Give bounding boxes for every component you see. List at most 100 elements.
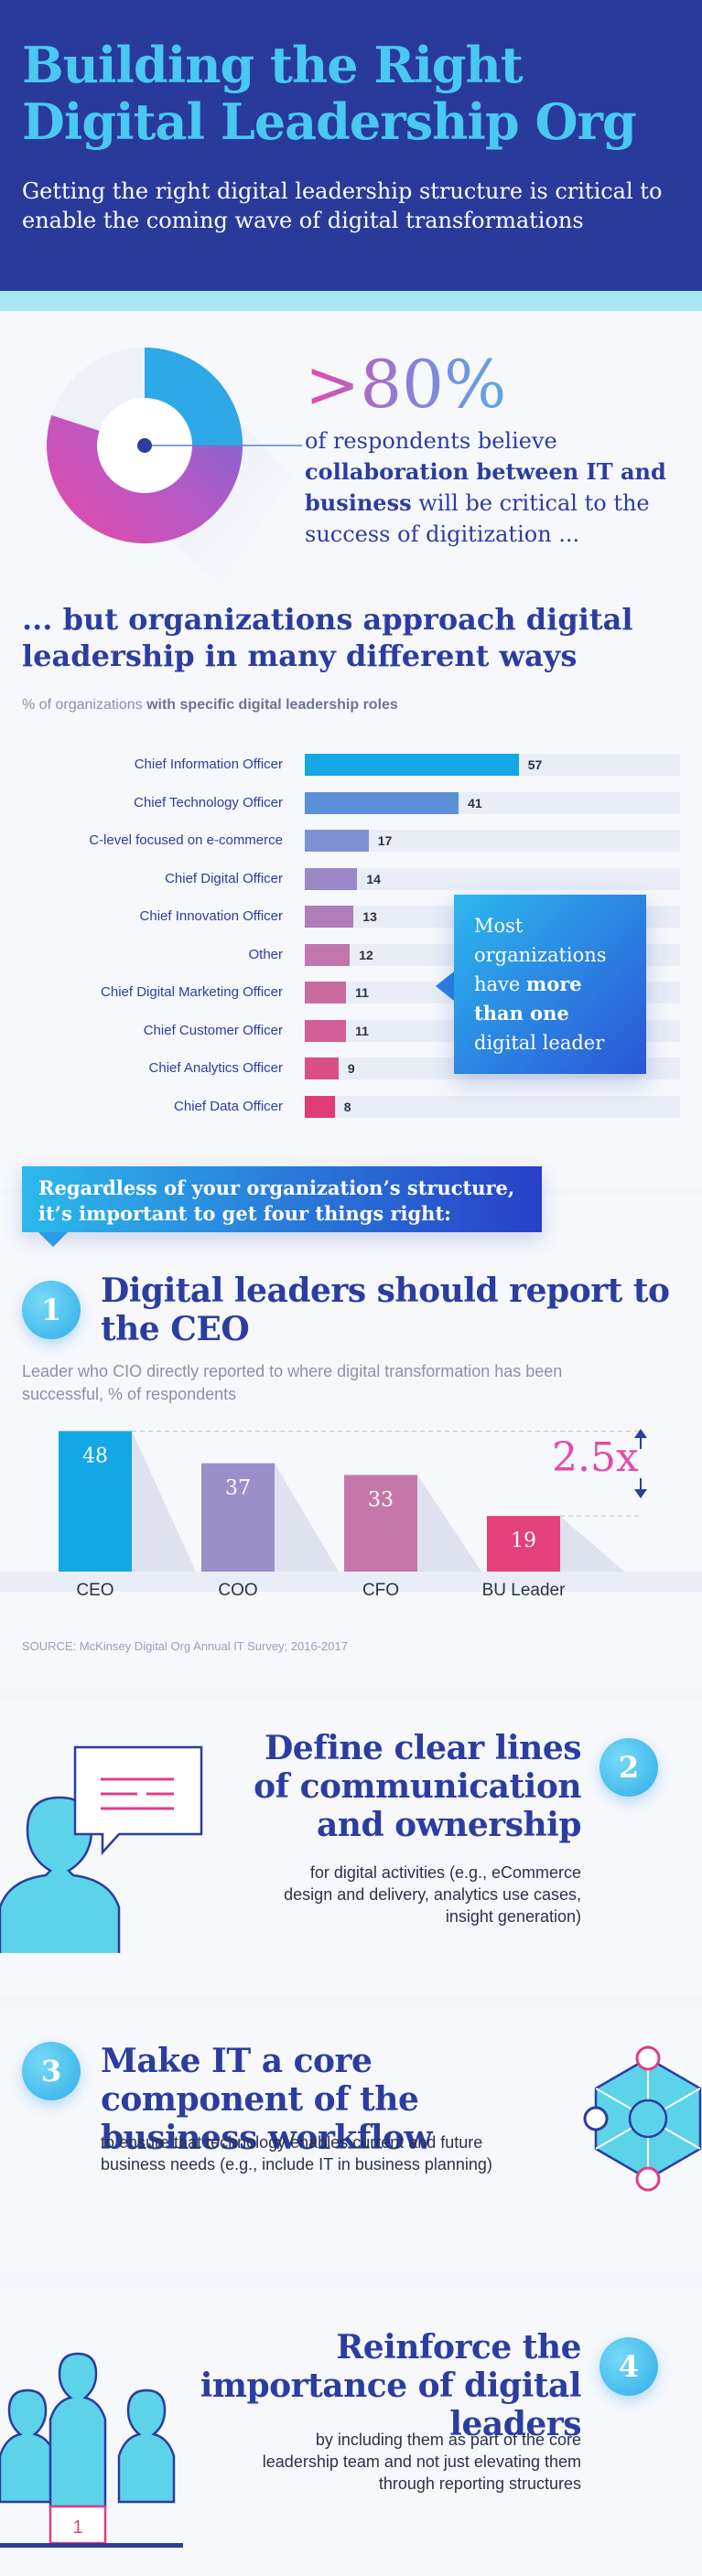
role-bar [305,1019,347,1042]
person-left-icon [0,2388,57,2504]
header [0,0,702,291]
column-bar [487,1516,560,1572]
step4-desc: by including them as part of the core le… [262,2431,581,2493]
column-category-label: CFO [362,1581,400,1600]
role-bar-row: Chief Technology Officer 41 [0,791,702,814]
step2-title: Define clear lines of communication and … [254,1729,581,1844]
step3-title: Make IT a core component of the business… [101,2042,433,2157]
role-bar-row: C-level focused on e-commerce 17 [0,830,702,852]
role-bar-row: Chief Digital Officer 14 [0,867,702,890]
role-bar-label: Chief Digital Officer [165,870,283,886]
person-center-icon [49,2352,107,2508]
column-category-label: CEO [76,1581,114,1600]
callout-box: Most organizations have more than one di… [454,895,646,1074]
banner: Regardless of your organization’s struct… [22,1166,542,1232]
column-category-label: BU Leader [481,1581,566,1600]
role-bar [305,830,369,852]
role-bar-row: Chief Data Officer 8 [0,1095,702,1118]
role-bar-label: Chief Customer Officer [143,1022,283,1038]
callout-text-post: digital leader [474,1032,605,1054]
donut-center-dot [137,438,152,453]
stat-text-pre: of respondents believe [305,428,557,454]
step2-number: 2 [599,1738,658,1797]
role-bar-label: Chief Technology Officer [134,794,283,810]
role-bar [305,867,358,890]
arrow-down-icon [634,1489,647,1498]
stat-text-post: will be critical to the success of digit… [305,490,650,547]
podium-people-icon: 1 [0,2352,183,2548]
person-outline [0,1796,121,1953]
role-bar-value: 11 [355,1023,369,1038]
role-bar-label: Chief Information Officer [134,757,283,772]
ratio-annotation: 2.5x [552,1434,639,1481]
callout-pointer [436,971,454,1001]
role-bar-value: 8 [343,1099,351,1114]
step3-number: 3 [22,2042,81,2100]
stat-text: of respondents believe collaboration bet… [305,425,671,550]
step4-number: 4 [599,2337,658,2396]
column-value: 48 [82,1444,108,1467]
role-bar-value: 41 [468,795,482,810]
role-bar-row: Chief Information Officer 57 [0,754,702,776]
person-speech-icon [0,1745,203,1953]
step2-desc: for digital activities (e.g., eCommerce … [284,1863,581,1926]
person-silhouette-icon [0,1798,119,1953]
step1-number: 1 [22,1281,81,1339]
hex-center-node [628,2098,668,2139]
stat-text-bold: collaboration between IT and business [305,458,666,516]
step1-desc-main: Leader who CIO directly reported to wher… [22,1362,563,1403]
step3-desc: to ensure that technology enables curren… [101,2133,492,2174]
step1-desc: Leader who CIO directly reported to wher… [22,1360,571,1406]
role-bar-value: 57 [527,757,543,772]
column-category-label: COO [218,1581,258,1600]
callout-text-bold: more than one [474,972,582,1025]
speech-bubble-icon [73,1745,203,1856]
roles-subtitle-bold: with specific digital leadership roles [146,697,398,713]
donut-chart [46,348,302,585]
podium-floor [0,2543,183,2548]
role-bar [305,1095,335,1118]
podium-label: 1 [72,2517,82,2538]
role-bar-label: Chief Innovation Officer [139,908,283,924]
page-title: Building the Right Digital Leadership Or… [22,37,681,150]
hex-bottom-node [635,2166,661,2192]
role-bar-label: Other [248,946,283,962]
role-bar-label: C-level focused on e-commerce [89,832,283,848]
roles-subtitle-pre: % of organizations [22,697,147,713]
column-shadow [560,1516,624,1572]
column-shadow [417,1475,481,1572]
role-bar [305,1057,339,1079]
role-bar-value: 17 [377,833,393,848]
column-value: 37 [225,1477,251,1500]
callout-text-pre: Most organizations have [474,915,607,995]
person-right-icon [117,2388,176,2504]
ratio-arrows [634,1429,647,1498]
source-note: SOURCE: McKinsey Digital Org Annual IT S… [22,1639,348,1653]
step4-card [0,2287,702,2576]
column-bar [201,1463,275,1572]
role-bar-value: 14 [366,871,381,886]
hexagon-network-icon [583,2045,702,2192]
step1-desc-unit: % of respondents [103,1385,237,1403]
column-value: 19 [511,1530,536,1552]
roles-subtitle: % of organizations with specific digital… [22,697,398,714]
role-bar-value: 13 [362,909,377,924]
role-bar-value: 11 [355,985,369,1000]
title-line-2: Digital Leadership Org [22,92,637,151]
step3-card [0,2008,702,2273]
role-bar-track [305,867,680,890]
header-strip [0,291,702,311]
reporting-column-chart: 48 37 33 19 [0,1430,702,1592]
step4-title: Reinforce the importance of digital lead… [200,2328,582,2443]
column-bar [59,1431,132,1572]
banner-pointer [38,1232,68,1247]
column-bar [344,1475,417,1572]
column-floor [0,1572,702,1592]
page-subtitle: Getting the right digital leadership str… [22,178,663,233]
role-bar [305,982,347,1004]
role-bar-label: Chief Digital Marketing Officer [101,984,283,1000]
hex-left-node [583,2106,609,2131]
role-bar [305,943,351,966]
role-bar-value: 9 [347,1061,355,1076]
role-bar-value: 12 [359,947,373,962]
